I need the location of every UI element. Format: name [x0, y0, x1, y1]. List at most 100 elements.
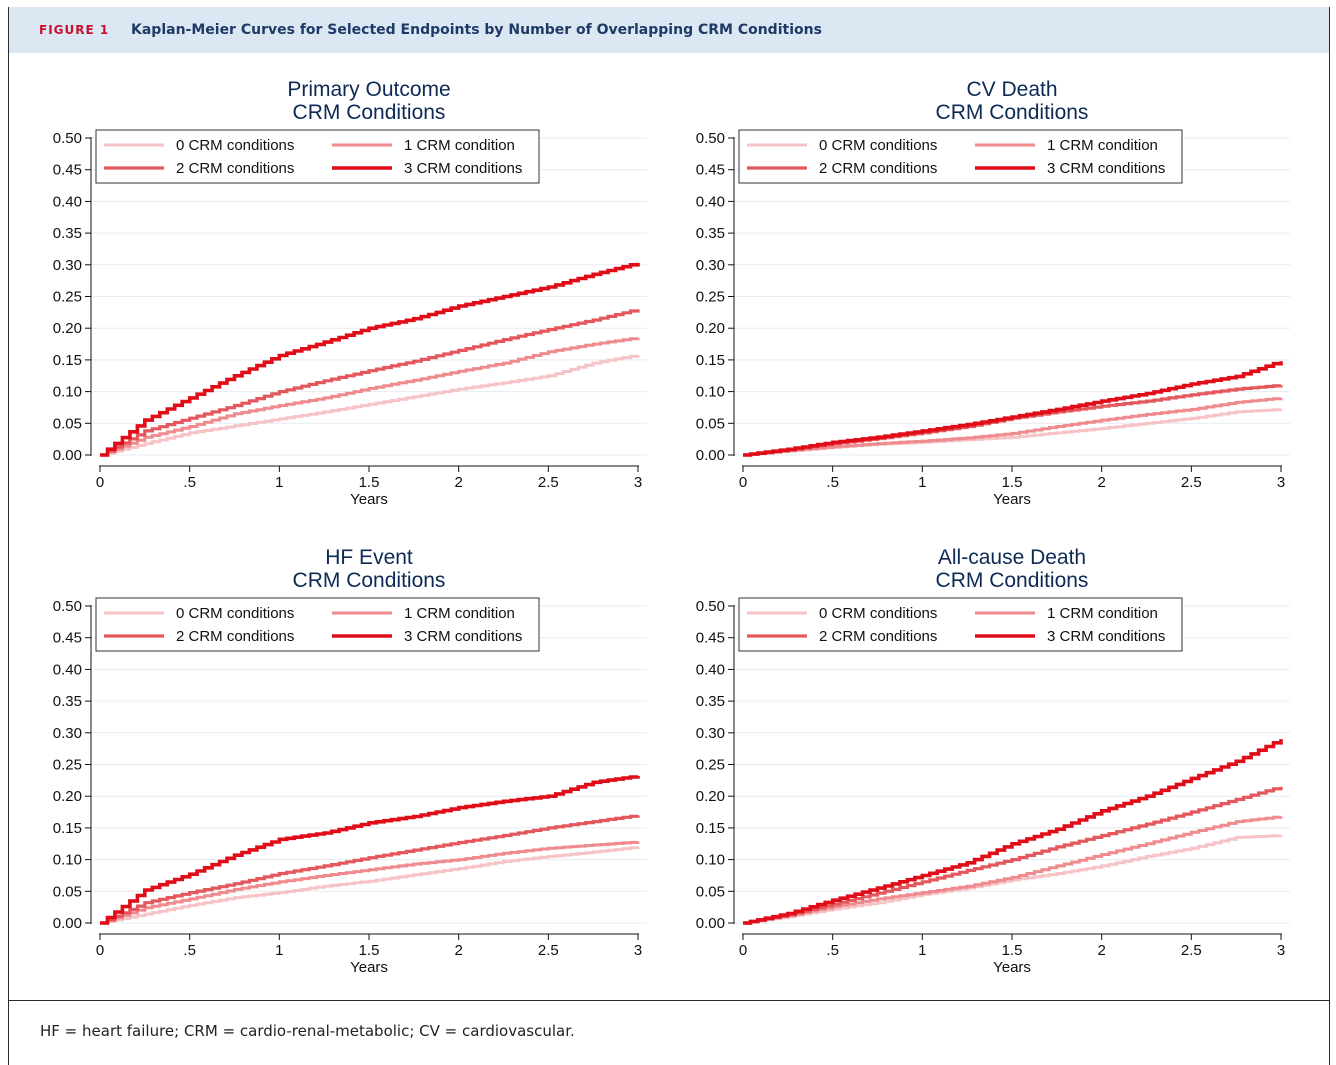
y-tick-label: 0.15 [53, 352, 82, 369]
y-tick-label: 0.05 [53, 883, 82, 900]
y-tick-label: 0.20 [696, 788, 725, 805]
x-tick-label: 3 [634, 474, 642, 491]
x-tick-label: 3 [634, 942, 642, 959]
y-tick-label: 0.25 [53, 757, 82, 774]
y-tick-label: 0.35 [53, 225, 82, 242]
y-tick-label: 0.10 [53, 384, 82, 401]
series-line-0 [100, 354, 640, 457]
y-tick-label: 0.20 [696, 320, 725, 337]
series-line-3 [743, 361, 1283, 457]
x-tick-label: 0 [739, 942, 747, 959]
x-tick-label: 1 [275, 942, 283, 959]
legend-label: 3 CRM conditions [404, 628, 522, 645]
charts-canvas: Primary Outcome CRM Conditions 0.00 0.05 0.1… [53, 78, 1290, 976]
legend-label: 0 CRM conditions [819, 605, 937, 622]
x-tick-label: 1 [918, 942, 926, 959]
legend-box [738, 129, 1183, 184]
panel-title: All-cause Death [938, 546, 1086, 569]
legend-label: 3 CRM conditions [404, 160, 522, 177]
y-tick-label: 0.40 [696, 661, 725, 678]
x-tick-label: 0 [96, 942, 104, 959]
x-tick-label: 2.5 [1181, 474, 1202, 491]
x-tick-label: .5 [183, 474, 196, 491]
panel-title: HF Event [325, 546, 413, 569]
legend-box [95, 597, 540, 652]
x-axis-label: Years [350, 491, 388, 508]
legend-box [738, 597, 1183, 652]
y-tick-label: 0.05 [53, 415, 82, 432]
x-tick-label: 3 [1277, 942, 1285, 959]
figure-label: FIGURE 1 [39, 23, 110, 37]
y-tick-label: 0.35 [696, 225, 725, 242]
series-line-1 [743, 397, 1283, 457]
legend-box [95, 129, 540, 184]
x-tick-label: 3 [1277, 474, 1285, 491]
y-tick-label: 0.35 [53, 693, 82, 710]
x-tick-label: .5 [183, 942, 196, 959]
x-tick-label: .5 [826, 474, 839, 491]
figure-title: Kaplan-Meier Curves for Selected Endpoin… [131, 22, 822, 38]
y-tick-label: 0.30 [53, 257, 82, 274]
y-tick-label: 0.10 [696, 852, 725, 869]
series-line-3 [743, 739, 1283, 925]
y-tick-label: 0.50 [696, 130, 725, 147]
x-tick-label: .5 [826, 942, 839, 959]
legend-label: 3 CRM conditions [1047, 160, 1165, 177]
y-tick-label: 0.50 [53, 598, 82, 615]
y-tick-label: 0.00 [53, 447, 82, 464]
x-tick-label: 2.5 [538, 942, 559, 959]
y-tick-label: 0.20 [53, 320, 82, 337]
y-tick-label: 0.40 [53, 193, 82, 210]
legend-label: 1 CRM condition [404, 137, 515, 154]
y-tick-label: 0.25 [53, 289, 82, 306]
y-tick-label: 0.25 [696, 757, 725, 774]
panel-subtitle: CRM Conditions [293, 569, 446, 592]
y-tick-label: 0.30 [696, 257, 725, 274]
y-tick-label: 0.30 [696, 725, 725, 742]
y-tick-label: 0.15 [696, 820, 725, 837]
y-tick-label: 0.05 [696, 883, 725, 900]
y-tick-label: 0.50 [696, 598, 725, 615]
panel-title: CV Death [966, 78, 1057, 101]
legend-label: 1 CRM condition [1047, 137, 1158, 154]
y-tick-label: 0.50 [53, 130, 82, 147]
y-tick-label: 0.45 [53, 630, 82, 647]
y-tick-label: 0.40 [696, 193, 725, 210]
y-tick-label: 0.35 [696, 693, 725, 710]
caption-divider [9, 1000, 1329, 1001]
legend-label: 1 CRM condition [1047, 605, 1158, 622]
y-tick-label: 0.10 [696, 384, 725, 401]
legend-label: 2 CRM conditions [819, 160, 937, 177]
y-tick-label: 0.20 [53, 788, 82, 805]
series-line-2 [100, 814, 640, 925]
legend-label: 0 CRM conditions [176, 137, 294, 154]
legend-label: 2 CRM conditions [176, 160, 294, 177]
series-line-1 [100, 337, 640, 457]
x-axis-label: Years [993, 959, 1031, 976]
x-tick-label: 1.5 [359, 942, 380, 959]
panel-subtitle: CRM Conditions [936, 101, 1089, 124]
panel-title: Primary Outcome [287, 78, 450, 101]
y-tick-label: 0.05 [696, 415, 725, 432]
x-tick-label: 2.5 [1181, 942, 1202, 959]
y-tick-label: 0.15 [696, 352, 725, 369]
x-tick-label: 2 [454, 942, 462, 959]
y-tick-label: 0.00 [53, 915, 82, 932]
figure-caption: HF = heart failure; CRM = cardio-renal-m… [40, 1022, 575, 1040]
legend-label: 0 CRM conditions [819, 137, 937, 154]
panel-subtitle: CRM Conditions [936, 569, 1089, 592]
x-tick-label: 2 [1097, 942, 1105, 959]
x-tick-label: 2.5 [538, 474, 559, 491]
x-tick-label: 1.5 [1002, 942, 1023, 959]
y-tick-label: 0.45 [696, 630, 725, 647]
x-tick-label: 2 [454, 474, 462, 491]
series-line-0 [100, 846, 640, 925]
series-line-2 [100, 309, 640, 457]
y-tick-label: 0.15 [53, 820, 82, 837]
x-tick-label: 0 [96, 474, 104, 491]
legend-label: 2 CRM conditions [176, 628, 294, 645]
